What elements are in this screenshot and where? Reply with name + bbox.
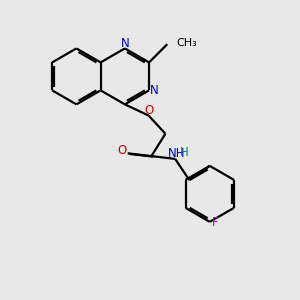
Text: N: N [121,37,129,50]
Text: H: H [180,146,189,159]
Text: F: F [212,216,219,229]
Text: CH₃: CH₃ [177,38,197,48]
Text: NH: NH [168,146,185,160]
Text: O: O [118,144,127,157]
Text: N: N [150,84,158,97]
Text: O: O [144,104,153,117]
